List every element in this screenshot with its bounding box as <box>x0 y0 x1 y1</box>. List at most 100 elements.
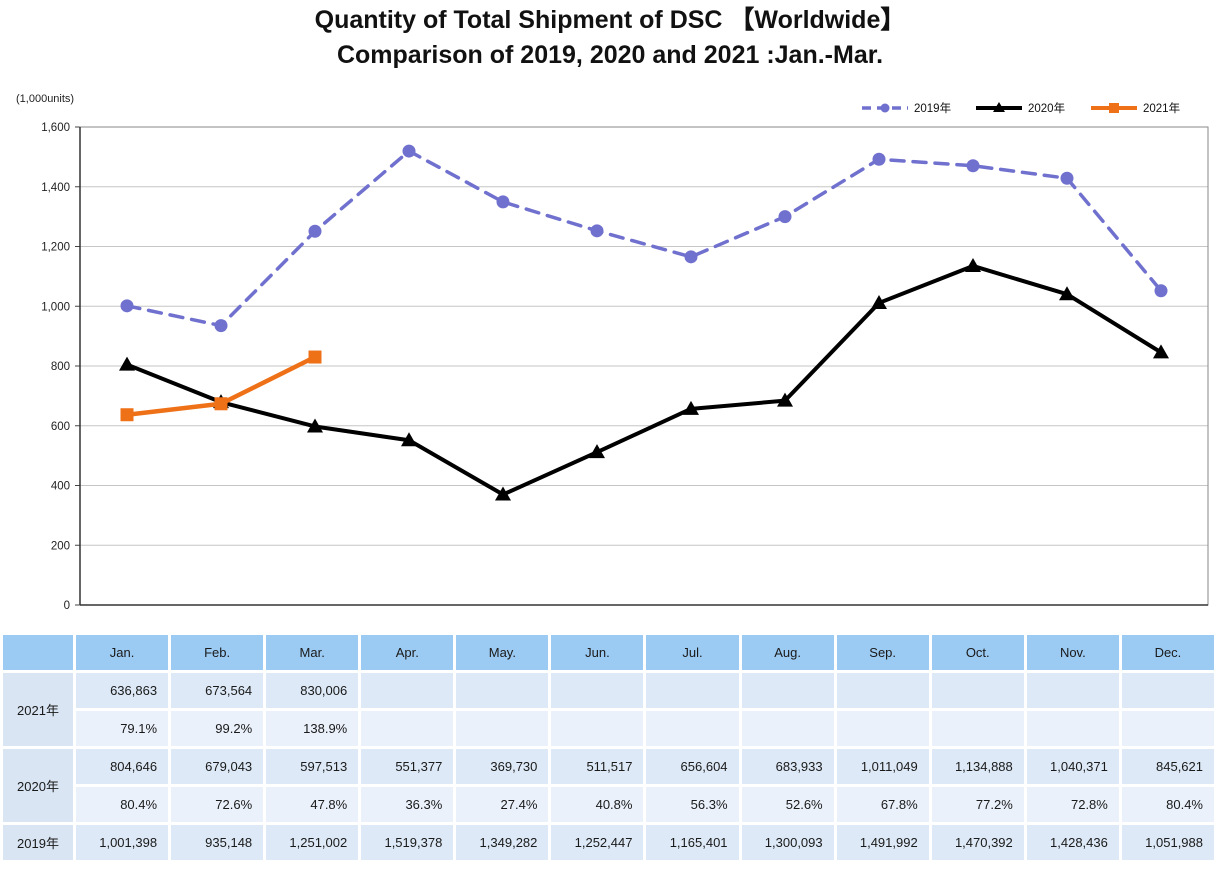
month-header: May. <box>456 635 549 670</box>
data-point-circle <box>496 195 510 209</box>
percent-value-cell <box>456 711 549 746</box>
month-header: Aug. <box>741 635 834 670</box>
units-value-cell: 1,051,988 <box>1121 825 1214 860</box>
table-header: Jan. Feb. Mar. Apr. May. Jun. Jul. Aug. Sep. Oct.… <box>3 635 1214 670</box>
data-point-triangle <box>1059 286 1075 301</box>
percent-value-cell: 99.2% <box>171 711 264 746</box>
units-value-cell: 935,148 <box>171 825 264 860</box>
units-value-cell: 1,470,392 <box>931 825 1024 860</box>
percent-value-cell <box>361 711 454 746</box>
data-point-triangle <box>307 418 323 433</box>
data-point-circle <box>778 210 792 224</box>
data-point-circle <box>966 159 980 173</box>
legend-label: 2021年 <box>1143 101 1180 115</box>
percent-value-cell: 77.2% <box>931 787 1024 822</box>
units-value-cell: 597,513 <box>266 749 359 784</box>
units-value-cell: 804,646 <box>76 749 169 784</box>
y-tick-label: 600 <box>51 421 70 433</box>
data-point-circle <box>872 152 886 166</box>
data-point-circle <box>308 224 322 238</box>
units-value-cell: 551,377 <box>361 749 454 784</box>
data-point-circle <box>402 144 416 158</box>
legend-marker-triangle <box>993 102 1005 112</box>
month-header: Jan. <box>76 635 169 670</box>
units-value-cell <box>1121 673 1214 708</box>
series-line-2020年 <box>125 263 1163 497</box>
data-point-square <box>308 350 322 364</box>
y-tick-label: 200 <box>51 540 70 552</box>
page-title-line1: Quantity of Total Shipment of DSC 【World… <box>314 6 906 34</box>
data-point-circle <box>120 299 134 313</box>
month-header: Jun. <box>551 635 644 670</box>
month-header: Oct. <box>931 635 1024 670</box>
series-line-2019年 <box>125 149 1163 328</box>
month-header: Feb. <box>171 635 264 670</box>
units-value-cell: 1,011,049 <box>836 749 929 784</box>
units-value-cell: 679,043 <box>171 749 264 784</box>
percent-value-cell: 56.3% <box>646 787 739 822</box>
percent-value-cell: 79.1% <box>76 711 169 746</box>
table-corner-cell <box>3 635 73 670</box>
data-point-triangle <box>777 392 793 407</box>
units-value-cell <box>931 673 1024 708</box>
year-label: 2021年 <box>3 673 73 746</box>
units-value-cell <box>361 673 454 708</box>
units-value-cell: 1,165,401 <box>646 825 739 860</box>
units-value-cell: 511,517 <box>551 749 644 784</box>
units-value-cell: 845,621 <box>1121 749 1214 784</box>
month-header: Jul. <box>646 635 739 670</box>
percent-value-cell: 67.8% <box>836 787 929 822</box>
data-point-triangle <box>589 444 605 459</box>
year-label: 2019年 <box>3 825 73 860</box>
shipment-data-table: Jan. Feb. Mar. Apr. May. Jun. Jul. Aug. Sep. Oct.… <box>0 632 1217 863</box>
page-title-line2: Comparison of 2019, 2020 and 2021 :Jan.-… <box>336 41 884 69</box>
data-point-triangle <box>965 257 981 272</box>
percent-value-cell: 138.9% <box>266 711 359 746</box>
percent-value-cell: 72.8% <box>1026 787 1119 822</box>
chart-area: 0 200 400 600 800 1,000 1,200 1,400 1,600 2019年 20… <box>16 6 1209 612</box>
units-value-cell <box>646 673 739 708</box>
month-header: Apr. <box>361 635 454 670</box>
units-value-cell: 1,001,398 <box>76 825 169 860</box>
percent-value-cell <box>1121 711 1214 746</box>
units-value-cell: 1,519,378 <box>361 825 454 860</box>
percent-value-cell <box>836 711 929 746</box>
y-tick-label: 1,600 <box>41 122 70 134</box>
percent-value-cell <box>931 711 1024 746</box>
y-axis-unit-label: (1,000units) <box>16 93 75 105</box>
units-value-cell: 1,134,888 <box>931 749 1024 784</box>
percent-value-cell <box>551 711 644 746</box>
shipment-line-chart: 0 200 400 600 800 1,000 1,200 1,400 1,600 2019年 20… <box>41 101 1209 612</box>
percent-value-cell: 40.8% <box>551 787 644 822</box>
percent-value-cell: 52.6% <box>741 787 834 822</box>
units-value-cell: 1,040,371 <box>1026 749 1119 784</box>
units-value-cell <box>741 673 834 708</box>
data-point-triangle <box>495 486 511 501</box>
data-point-circle <box>1154 284 1168 298</box>
y-tick-label: 0 <box>64 600 70 612</box>
percent-value-cell: 80.4% <box>76 787 169 822</box>
data-point-circle <box>684 250 698 264</box>
units-value-cell: 656,604 <box>646 749 739 784</box>
legend-marker-circle <box>880 103 890 113</box>
legend-label: 2020年 <box>1028 101 1065 115</box>
units-value-cell <box>551 673 644 708</box>
units-value-cell: 1,428,436 <box>1026 825 1119 860</box>
month-header: Nov. <box>1026 635 1119 670</box>
percent-value-cell: 27.4% <box>456 787 549 822</box>
legend-label: 2019年 <box>914 101 951 115</box>
y-tick-label: 1,400 <box>41 182 70 194</box>
data-point-triangle <box>119 356 135 371</box>
y-tick-label: 1,200 <box>41 242 70 254</box>
units-value-cell: 369,730 <box>456 749 549 784</box>
year-label: 2020年 <box>3 749 73 822</box>
percent-value-cell <box>741 711 834 746</box>
units-value-cell: 673,564 <box>171 673 264 708</box>
data-point-triangle <box>683 400 699 415</box>
percent-value-cell <box>1026 711 1119 746</box>
units-value-cell: 1,349,282 <box>456 825 549 860</box>
units-value-cell <box>836 673 929 708</box>
data-point-circle <box>1060 171 1074 185</box>
units-value-cell: 1,491,992 <box>836 825 929 860</box>
data-point-circle <box>214 319 228 333</box>
